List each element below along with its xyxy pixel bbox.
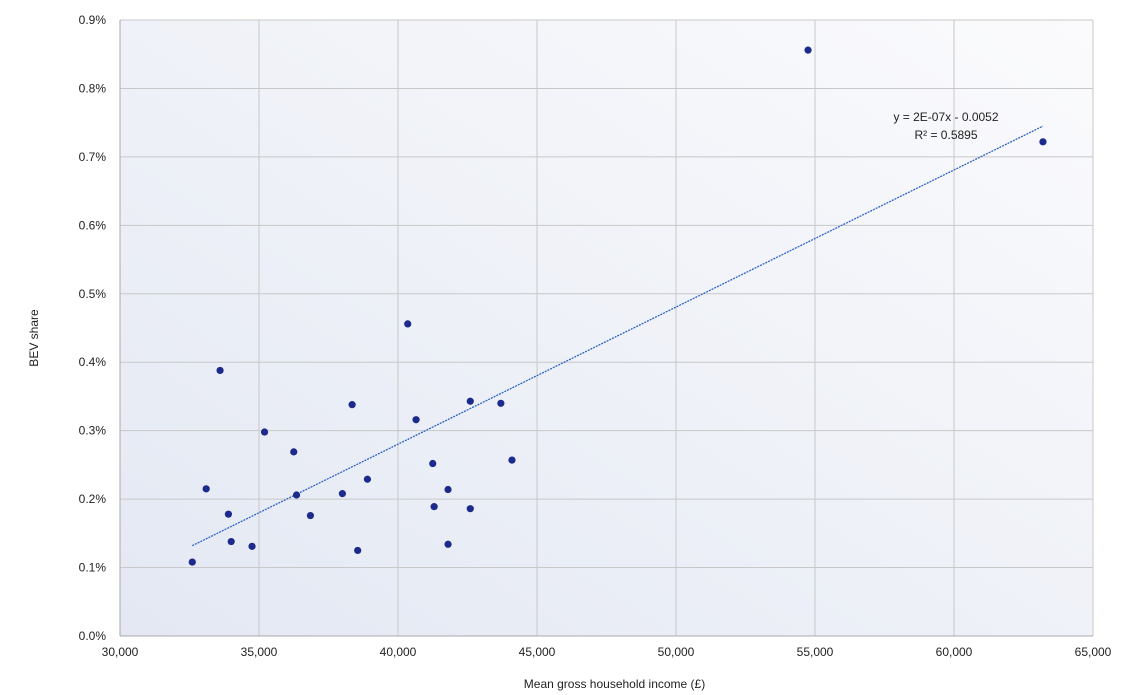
data-points <box>188 46 1047 566</box>
x-tick-label: 55,000 <box>797 645 834 659</box>
scatter-point <box>444 485 452 494</box>
scatter-point <box>248 542 256 550</box>
scatter-point <box>1039 138 1047 146</box>
x-tick-label: 45,000 <box>519 645 556 659</box>
scatter-point <box>292 491 301 499</box>
scatter-point <box>227 537 235 546</box>
trendline-r-squared: R² = 0.5895 <box>914 128 977 142</box>
scatter-point <box>466 397 474 405</box>
scatter-point <box>260 428 269 436</box>
plot-area <box>120 20 1093 636</box>
y-axis-ticks: 0.0% 0.1% 0.2% 0.3% 0.4% 0.5% 0.6% 0.7% 0.8% 0.9% <box>79 13 107 643</box>
y-tick-label: 0.2% <box>79 492 107 506</box>
scatter-point <box>306 511 315 520</box>
y-tick-label: 0.6% <box>79 218 107 232</box>
y-tick-label: 0.5% <box>79 287 107 301</box>
scatter-point <box>216 366 224 375</box>
scatter-point <box>444 540 452 548</box>
x-tick-label: 35,000 <box>241 645 278 659</box>
y-tick-label: 0.3% <box>79 424 107 438</box>
scatter-point <box>338 490 346 498</box>
scatter-point <box>348 401 356 409</box>
x-tick-label: 50,000 <box>658 645 695 659</box>
scatter-point <box>404 320 412 328</box>
scatter-point <box>429 459 437 468</box>
scatter-point <box>354 546 362 555</box>
x-tick-label: 40,000 <box>380 645 417 659</box>
y-tick-label: 0.7% <box>79 150 107 164</box>
x-axis-ticks: 30,000 35,000 40,000 45,000 50,000 55,000 60,0… <box>102 645 1112 659</box>
y-tick-label: 0.8% <box>79 81 107 95</box>
y-tick-label: 0.9% <box>79 13 107 27</box>
scatter-point <box>497 399 505 407</box>
scatter-point <box>224 510 233 518</box>
scatter-point <box>508 456 516 464</box>
x-tick-label: 30,000 <box>102 645 139 659</box>
scatter-point <box>804 46 812 54</box>
scatter-point <box>430 503 438 511</box>
x-axis-title: Mean gross household income (£) <box>524 677 705 691</box>
scatter-point <box>290 448 298 456</box>
scatter-point <box>466 505 474 513</box>
x-tick-label: 60,000 <box>936 645 973 659</box>
y-tick-label: 0.4% <box>79 355 107 369</box>
scatter-point <box>188 558 196 566</box>
y-tick-label: 0.0% <box>79 629 107 643</box>
trendline <box>191 125 1044 547</box>
scatter-point <box>412 416 420 424</box>
scatter-point <box>363 475 372 483</box>
x-tick-label: 65,000 <box>1075 645 1112 659</box>
trendline-group <box>191 125 1044 547</box>
scatter-point <box>202 485 210 493</box>
gridlines <box>119 19 1094 637</box>
trendline-equation: y = 2E-07x - 0.0052 <box>893 110 998 124</box>
y-tick-label: 0.1% <box>79 561 107 575</box>
y-axis-title: BEV share <box>27 309 41 367</box>
